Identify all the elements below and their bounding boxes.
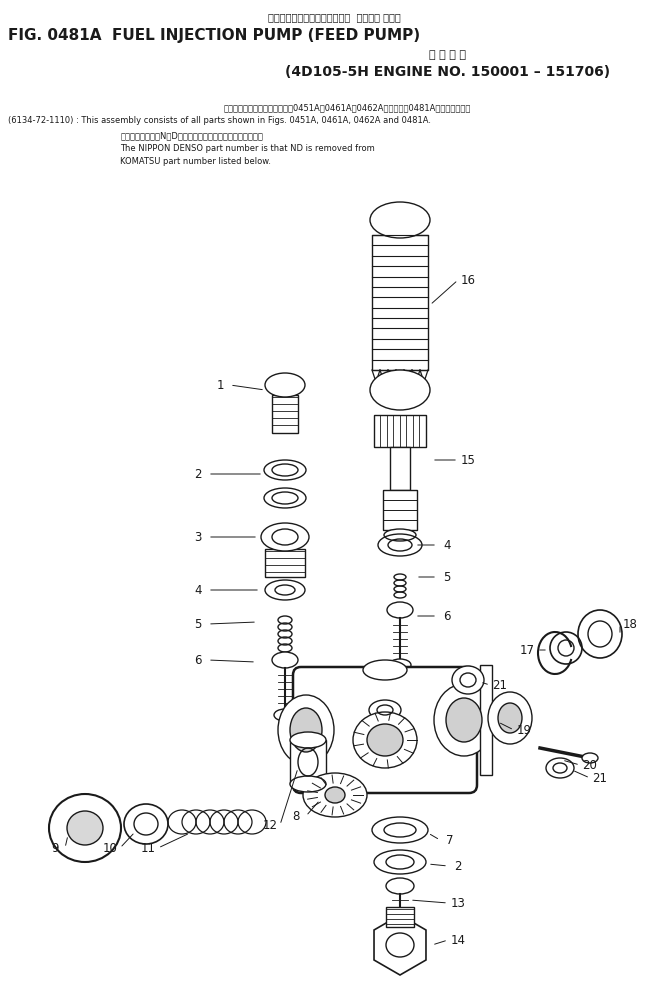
Ellipse shape [384, 529, 416, 541]
Ellipse shape [434, 684, 494, 756]
Text: 14: 14 [450, 934, 466, 947]
Ellipse shape [369, 700, 401, 720]
Ellipse shape [546, 758, 574, 778]
Ellipse shape [488, 692, 532, 744]
Text: 10: 10 [103, 842, 118, 855]
Ellipse shape [367, 724, 403, 756]
Bar [265, 549, 305, 577]
Text: 21: 21 [593, 772, 607, 784]
Ellipse shape [261, 523, 309, 551]
Text: 5: 5 [194, 618, 202, 630]
Ellipse shape [498, 703, 522, 733]
Bar [383, 490, 417, 530]
Text: 品番のメーカ記号N＄Dを除いたものが日本電装の品番です。: 品番のメーカ記号N＄Dを除いたものが日本電装の品番です。 [120, 131, 263, 140]
Ellipse shape [274, 709, 296, 721]
Text: フェルインジェクションポンプ  フィード ポンプ: フェルインジェクションポンプ フィード ポンプ [268, 12, 400, 22]
Bar [480, 665, 492, 775]
Text: 13: 13 [450, 896, 466, 910]
Text: 適 用 号 機: 適 用 号 機 [429, 50, 466, 60]
Ellipse shape [387, 602, 413, 618]
Text: 20: 20 [582, 759, 597, 772]
Ellipse shape [582, 753, 598, 763]
Text: 2: 2 [454, 860, 462, 872]
Text: KOMATSU part number listed below.: KOMATSU part number listed below. [120, 157, 271, 166]
Ellipse shape [389, 659, 411, 671]
Text: 2: 2 [194, 467, 202, 480]
Text: (4D105-5H ENGINE NO. 150001 – 151706): (4D105-5H ENGINE NO. 150001 – 151706) [285, 65, 610, 79]
Ellipse shape [370, 370, 430, 410]
Bar [374, 415, 426, 447]
Text: このアセンブリの構成部品は第0451A、0461A、0462A図および第0481A図を含みます。: このアセンブリの構成部品は第0451A、0461A、0462A図および第0481… [224, 103, 471, 112]
Text: 6: 6 [194, 653, 202, 667]
Bar [390, 447, 410, 490]
Bar [290, 740, 326, 784]
Ellipse shape [49, 794, 121, 862]
Ellipse shape [303, 773, 367, 817]
Ellipse shape [290, 732, 326, 748]
Ellipse shape [290, 776, 326, 792]
Ellipse shape [272, 652, 298, 668]
Bar [272, 395, 298, 433]
Ellipse shape [290, 708, 322, 752]
FancyBboxPatch shape [293, 667, 477, 793]
Ellipse shape [446, 698, 482, 742]
Ellipse shape [363, 660, 407, 680]
Text: 6: 6 [444, 610, 451, 622]
Text: 7: 7 [446, 834, 454, 847]
Text: 12: 12 [263, 818, 277, 832]
Text: 4: 4 [444, 538, 451, 551]
Text: 5: 5 [444, 570, 451, 584]
Ellipse shape [452, 666, 484, 694]
Ellipse shape [353, 712, 417, 768]
Text: The NIPPON DENSO part number is that ND is removed from: The NIPPON DENSO part number is that ND … [120, 144, 375, 153]
Text: 11: 11 [140, 842, 156, 855]
Ellipse shape [67, 811, 103, 845]
Text: 17: 17 [520, 643, 534, 656]
Ellipse shape [265, 373, 305, 397]
Bar [386, 907, 414, 927]
Text: 19: 19 [516, 723, 532, 736]
Text: 16: 16 [460, 274, 476, 287]
Text: 4: 4 [194, 584, 202, 597]
Text: 1: 1 [216, 378, 224, 391]
Text: 21: 21 [492, 679, 508, 692]
Ellipse shape [325, 787, 345, 803]
Text: (6134-72-1110) : This assembly consists of all parts shown in Figs. 0451A, 0461A: (6134-72-1110) : This assembly consists … [8, 116, 431, 125]
Ellipse shape [278, 695, 334, 765]
Text: 9: 9 [51, 842, 59, 855]
Text: 15: 15 [460, 453, 476, 466]
Ellipse shape [386, 878, 414, 894]
Ellipse shape [370, 202, 430, 238]
Text: FIG. 0481A  FUEL INJECTION PUMP (FEED PUMP): FIG. 0481A FUEL INJECTION PUMP (FEED PUM… [8, 28, 420, 43]
Text: 3: 3 [194, 531, 202, 543]
Bar [372, 235, 428, 370]
Text: 8: 8 [293, 809, 300, 822]
Text: 18: 18 [623, 618, 637, 630]
